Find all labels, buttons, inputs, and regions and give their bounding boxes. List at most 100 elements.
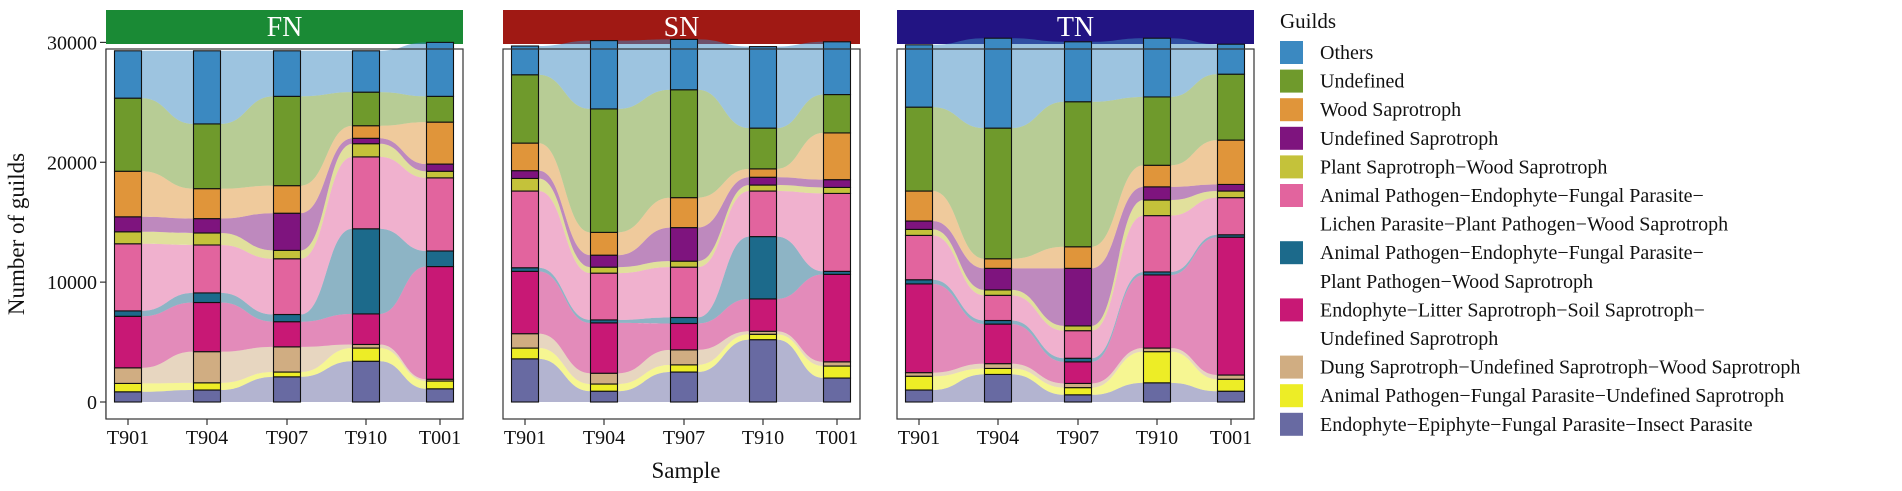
bar-segment [1063, 382, 1093, 389]
flow-band [1091, 274, 1144, 384]
bar-segment [748, 168, 778, 178]
bar-segment [192, 244, 222, 294]
flow-band [1091, 200, 1144, 331]
flow-band [538, 358, 591, 402]
bar-segment [983, 363, 1013, 369]
panel-strip [897, 10, 1254, 44]
flow-band [538, 267, 591, 323]
legend-label: Plant Pathogen−Wood Saprotroph [1320, 271, 1593, 293]
bar-segment [272, 371, 302, 378]
flow-band [300, 125, 353, 214]
bar-segment [510, 333, 540, 349]
flow-band [379, 122, 427, 165]
bar-segment [748, 298, 778, 332]
bar-segment [1216, 390, 1246, 403]
x-tick-label: T907 [266, 427, 308, 449]
bar-segment [1142, 164, 1172, 188]
flow-band [697, 236, 750, 324]
bar-segment [425, 95, 455, 123]
bar-segment [589, 272, 619, 321]
flow-band [776, 185, 824, 194]
legend-swatch [1280, 69, 1303, 93]
bar-segment [425, 41, 455, 97]
bar-segment [113, 367, 143, 384]
bar-segment [904, 375, 934, 391]
panel-title: SN [664, 12, 700, 43]
flow-band [141, 231, 194, 245]
x-tick-label: T001 [1210, 427, 1252, 449]
bar-segment [589, 372, 619, 385]
bar-segment [351, 313, 381, 346]
bar-segment [425, 163, 455, 172]
flow-band [1011, 324, 1065, 384]
flow-band [300, 344, 353, 373]
panel-border [502, 48, 861, 420]
flow-band [617, 197, 671, 256]
bar-segment [669, 371, 699, 403]
y-tick-label: 20000 [47, 152, 97, 174]
bar-segment [425, 121, 455, 165]
flow-band [538, 143, 591, 256]
x-tick-label: T001 [816, 427, 858, 449]
bar-segment [351, 156, 381, 230]
flow-band [776, 331, 824, 367]
flow-band [697, 191, 750, 318]
panel-border [105, 48, 464, 420]
bar-segment [1142, 37, 1172, 98]
bar-segment [589, 390, 619, 403]
flow-band [1170, 237, 1218, 376]
flow-band [1091, 165, 1144, 269]
legend-label: Animal Pathogen−Fungal Parasite−Undefine… [1320, 385, 1784, 407]
legend-label: Wood Saprotroph [1320, 99, 1461, 121]
legend-label: Endophyte−Litter Saprotroph−Soil Saprotr… [1320, 299, 1705, 321]
bar-segment [192, 389, 222, 403]
flow-band [1170, 184, 1218, 201]
flow-band [538, 170, 591, 268]
flow-band [932, 235, 985, 321]
flow-band [379, 348, 427, 389]
legend-label: Animal Pathogen−Endophyte−Fungal Parasit… [1320, 242, 1704, 264]
bar-segment [904, 228, 934, 236]
bar-segment [983, 127, 1013, 260]
bar-segment [192, 351, 222, 384]
bar-segment [510, 74, 540, 144]
flow-band [1011, 374, 1065, 402]
bar-segment [822, 186, 852, 194]
bar-segment [904, 106, 934, 192]
flow-band [379, 138, 427, 172]
flow-band [932, 374, 985, 402]
bar-segment [351, 347, 381, 362]
flow-band [141, 351, 194, 384]
flow-band [220, 376, 274, 402]
legend-label: Others [1320, 42, 1374, 64]
flow-band [776, 339, 824, 402]
bar-segment [113, 216, 143, 233]
bar-segment [113, 231, 143, 245]
flow-band [141, 50, 194, 124]
flow-band [617, 364, 671, 392]
flow-band [1170, 197, 1218, 272]
legend-swatch [1280, 41, 1303, 64]
flow-band [776, 41, 824, 129]
flow-band [1170, 74, 1218, 166]
flow-band [932, 229, 985, 296]
flow-band [300, 50, 353, 97]
flow-band [1170, 348, 1218, 380]
bar-segment [589, 266, 619, 274]
bar-segment [1142, 199, 1172, 217]
flow-band [300, 228, 353, 322]
bar-segment [510, 347, 540, 360]
bar-segment [272, 50, 302, 97]
flow-band [1170, 351, 1218, 392]
bar-segment [192, 123, 222, 190]
legend-label: Undefined Saprotroph [1320, 328, 1498, 350]
bar-segment [1142, 382, 1172, 403]
bar-segment [983, 289, 1013, 296]
bar-segment [272, 376, 302, 403]
bar-segment [1063, 387, 1093, 396]
bar-segment [272, 95, 302, 187]
bar-segment [1216, 236, 1246, 376]
bar-segment [113, 170, 143, 218]
bar-segment [1216, 139, 1246, 185]
